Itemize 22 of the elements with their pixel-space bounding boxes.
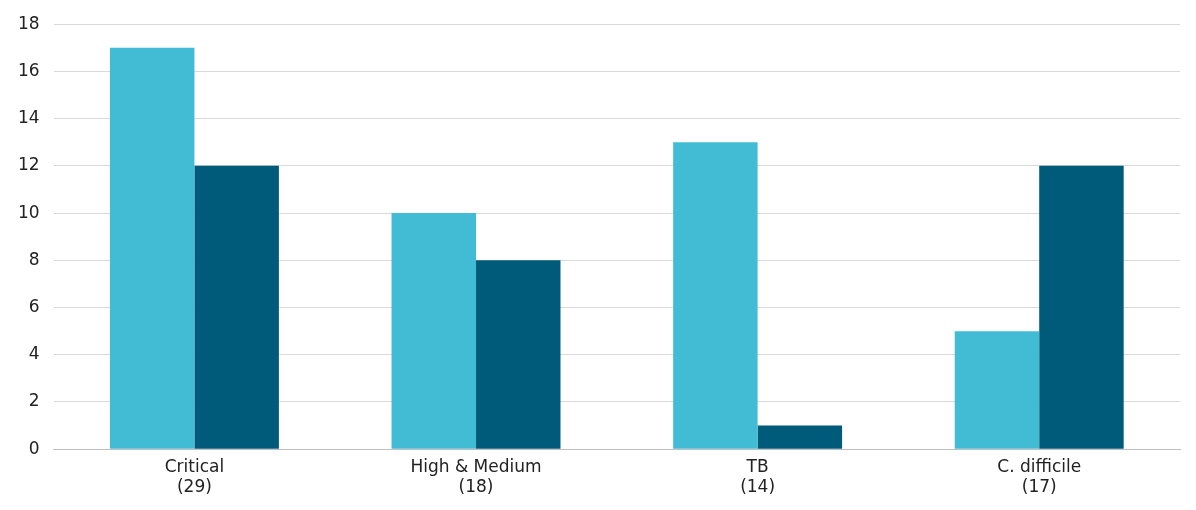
bar xyxy=(1039,165,1124,449)
y-tick-label: 4 xyxy=(28,343,40,364)
y-tick-label: 6 xyxy=(28,295,40,316)
bar xyxy=(109,47,195,449)
bar xyxy=(954,331,1040,449)
y-tick-label: 16 xyxy=(17,59,40,80)
bar xyxy=(673,142,758,449)
x-tick-label: C. difficile (17) xyxy=(997,455,1082,497)
y-tick-label: 8 xyxy=(28,248,40,269)
y-tick-label: 10 xyxy=(17,201,40,222)
y-tick-label: 12 xyxy=(17,154,40,175)
y-tick-label: 2 xyxy=(28,390,40,411)
x-tick-label: Critical (29) xyxy=(164,455,225,497)
bar xyxy=(757,425,843,449)
y-tick-label: 18 xyxy=(17,12,40,33)
bar xyxy=(476,260,561,449)
y-tick-label: 14 xyxy=(17,107,40,128)
bar xyxy=(391,213,477,449)
x-tick-label: High & Medium (18) xyxy=(410,455,542,497)
x-tick-label: TB (14) xyxy=(740,455,776,497)
bar xyxy=(194,165,279,449)
y-tick-label: 0 xyxy=(28,437,40,458)
